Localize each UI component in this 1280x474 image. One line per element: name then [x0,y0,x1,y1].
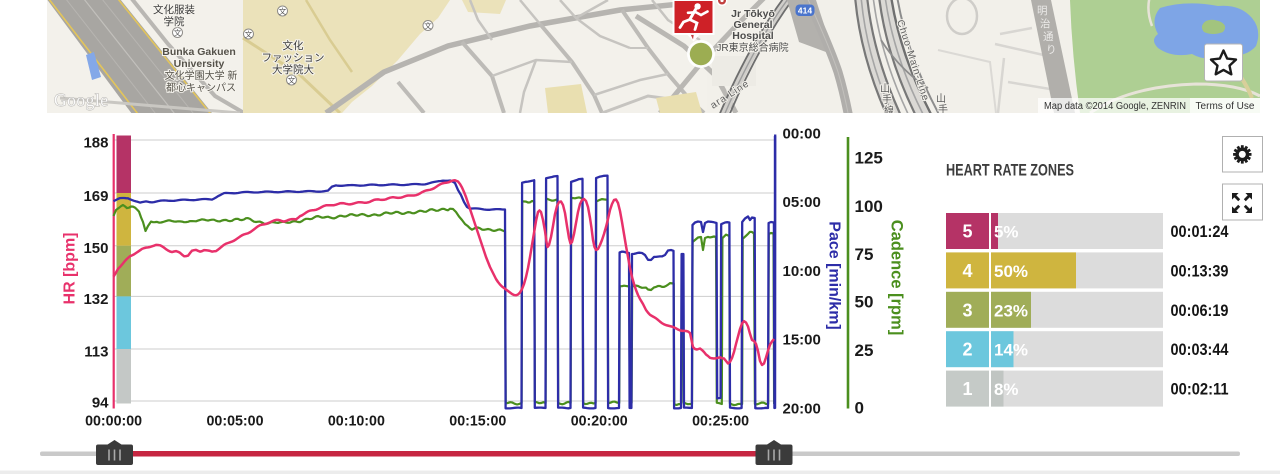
svg-text:00:15:00: 00:15:00 [449,413,506,430]
svg-text:大学院大: 大学院大 [272,63,314,76]
svg-text:50: 50 [855,293,874,312]
svg-text:20:00: 20:00 [783,400,821,417]
svg-text:HR [bpm]: HR [bpm] [62,233,79,305]
svg-text:Cadence [rpm]: Cadence [rpm] [888,220,906,336]
svg-text:23%: 23% [994,301,1028,320]
svg-text:Bunka Gakuen: Bunka Gakuen [162,46,236,58]
svg-text:文化服装: 文化服装 [153,3,195,16]
svg-text:00:02:11: 00:02:11 [1171,380,1229,399]
svg-text:169: 169 [83,188,108,205]
svg-text:通: 通 [1043,31,1054,43]
svg-text:2: 2 [962,340,972,360]
svg-text:Jr Tōkyō: Jr Tōkyō [731,8,775,20]
svg-text:4: 4 [962,261,972,281]
svg-text:00:03:44: 00:03:44 [1171,340,1229,359]
svg-text:150: 150 [83,240,108,257]
svg-text:00:01:24: 00:01:24 [1171,222,1229,241]
svg-text:Map data ©2014 Google, ZENRIN: Map data ©2014 Google, ZENRIN [1044,101,1186,112]
svg-text:125: 125 [855,149,883,168]
svg-text:Terms of Use: Terms of Use [1196,101,1255,112]
svg-text:ファッション: ファッション [262,52,325,64]
svg-text:JR東京総合病院: JR東京総合病院 [716,41,788,54]
svg-text:University: University [174,58,225,70]
svg-text:Pace [min/km]: Pace [min/km] [826,221,843,329]
svg-text:5: 5 [962,222,972,242]
svg-text:0: 0 [855,399,864,418]
svg-text:00:06:19: 00:06:19 [1171,301,1229,320]
svg-text:414: 414 [798,6,812,16]
svg-text:25: 25 [855,341,874,360]
svg-text:治: 治 [1040,17,1051,30]
svg-text:113: 113 [84,343,108,360]
svg-text:8%: 8% [994,380,1019,399]
svg-text:50%: 50% [994,262,1028,281]
svg-text:00:10:00: 00:10:00 [328,413,385,430]
svg-text:文: 文 [174,27,182,37]
svg-text:132: 132 [83,291,108,308]
svg-text:10:00: 10:00 [783,263,821,280]
svg-text:手: 手 [938,103,948,116]
svg-text:Hospital: Hospital [732,30,774,42]
svg-text:り: り [1046,44,1057,56]
svg-text:00:20:00: 00:20:00 [571,413,628,430]
svg-text:188: 188 [83,135,108,152]
svg-text:14%: 14% [994,341,1028,360]
svg-text:文化: 文化 [283,39,304,52]
svg-text:線: 線 [884,104,894,117]
svg-text:General: General [733,19,772,31]
svg-text:00:13:39: 00:13:39 [1171,261,1229,280]
svg-text:94: 94 [92,395,109,412]
svg-text:05:00: 05:00 [783,194,821,211]
svg-text:手: 手 [882,93,892,106]
svg-text:文化学園大学 新: 文化学園大学 新 [165,69,238,82]
svg-text:学院: 学院 [164,15,185,28]
svg-text:HEART RATE ZONES: HEART RATE ZONES [946,161,1074,180]
svg-text:3: 3 [962,300,972,320]
svg-text:Google: Google [54,90,109,110]
svg-text:5%: 5% [994,223,1019,242]
svg-text:75: 75 [855,245,874,264]
svg-text:00:00:00: 00:00:00 [85,413,142,430]
svg-text:00:25:00: 00:25:00 [692,413,749,430]
svg-text:文: 文 [245,29,253,39]
svg-text:00:05:00: 00:05:00 [207,413,264,430]
svg-text:文: 文 [424,20,432,30]
svg-text:15:00: 15:00 [783,332,821,349]
svg-text:1: 1 [962,379,972,399]
svg-text:山: 山 [936,93,946,105]
svg-text:明: 明 [1037,5,1048,17]
svg-text:山: 山 [880,83,890,95]
svg-text:都心キャンパス: 都心キャンパス [166,82,236,94]
svg-text:文: 文 [288,75,296,85]
svg-text:文: 文 [279,6,287,16]
svg-text:00:00: 00:00 [783,126,821,143]
svg-text:100: 100 [855,197,883,216]
